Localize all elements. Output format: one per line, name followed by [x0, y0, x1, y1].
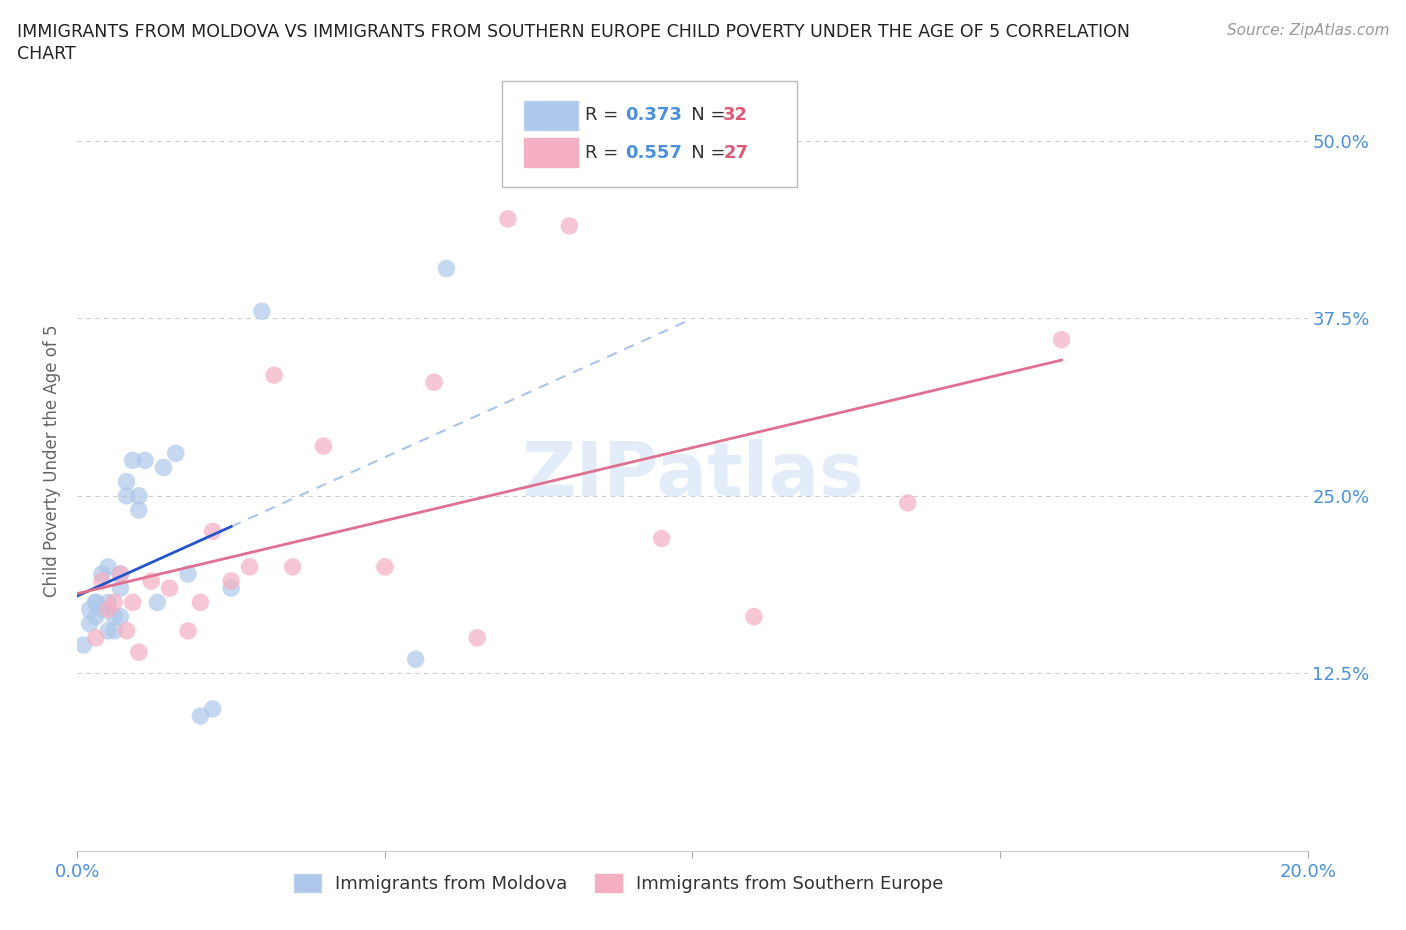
Point [90, 602, 114, 617]
Point [110, 609, 132, 624]
Point [97, 623, 120, 638]
Point [405, 652, 427, 667]
Point [146, 595, 169, 610]
Point [219, 580, 242, 595]
Point [110, 580, 132, 595]
Point [742, 609, 765, 624]
Point [84, 595, 107, 610]
Point [141, 574, 163, 589]
Point [84, 631, 107, 645]
Text: ZIPatlas: ZIPatlas [522, 440, 863, 512]
Point [115, 488, 138, 503]
Text: 0.373: 0.373 [624, 106, 682, 124]
Point [897, 496, 920, 511]
Legend: Immigrants from Moldova, Immigrants from Southern Europe: Immigrants from Moldova, Immigrants from… [287, 867, 950, 900]
Point [97, 560, 120, 575]
Point [281, 560, 304, 575]
Point [84, 609, 107, 624]
Point [110, 566, 132, 581]
Point [110, 566, 132, 581]
Text: N =: N = [673, 106, 731, 124]
Point [250, 304, 273, 319]
Y-axis label: Child Poverty Under the Age of 5: Child Poverty Under the Age of 5 [44, 324, 62, 597]
Point [72, 638, 94, 653]
Point [97, 602, 120, 617]
Point [496, 211, 519, 226]
Point [312, 439, 335, 454]
Text: R =: R = [585, 106, 624, 124]
Point [423, 375, 446, 390]
Point [103, 623, 125, 638]
Text: R =: R = [585, 143, 624, 162]
Point [84, 595, 107, 610]
Point [201, 524, 224, 538]
Point [152, 460, 174, 475]
Point [103, 595, 125, 610]
Point [134, 453, 156, 468]
Point [90, 566, 114, 581]
Point [219, 574, 242, 589]
Point [436, 261, 458, 276]
Point [115, 474, 138, 489]
Point [165, 445, 187, 460]
Point [177, 566, 200, 581]
Point [465, 631, 488, 645]
Point [177, 623, 200, 638]
Point [201, 701, 224, 716]
FancyBboxPatch shape [502, 82, 797, 187]
Point [374, 560, 396, 575]
Point [79, 602, 101, 617]
FancyBboxPatch shape [524, 139, 578, 167]
Point [159, 580, 181, 595]
Text: 32: 32 [723, 106, 748, 124]
Text: IMMIGRANTS FROM MOLDOVA VS IMMIGRANTS FROM SOUTHERN EUROPE CHILD POVERTY UNDER T: IMMIGRANTS FROM MOLDOVA VS IMMIGRANTS FR… [17, 23, 1130, 41]
FancyBboxPatch shape [524, 101, 578, 130]
Point [121, 595, 143, 610]
Point [97, 595, 120, 610]
Text: 27: 27 [723, 143, 748, 162]
Point [188, 709, 212, 724]
Point [103, 609, 125, 624]
Point [90, 574, 114, 589]
Point [239, 560, 262, 575]
Point [79, 617, 101, 631]
Text: 0.557: 0.557 [624, 143, 682, 162]
Text: N =: N = [673, 143, 731, 162]
Point [188, 595, 212, 610]
Point [128, 502, 150, 517]
Point [115, 623, 138, 638]
Point [128, 488, 150, 503]
Text: CHART: CHART [17, 45, 76, 62]
Text: Source: ZipAtlas.com: Source: ZipAtlas.com [1226, 23, 1389, 38]
Point [558, 219, 581, 233]
Point [128, 644, 150, 659]
Point [263, 367, 285, 382]
Point [1050, 332, 1073, 347]
Point [121, 453, 143, 468]
Point [651, 531, 673, 546]
